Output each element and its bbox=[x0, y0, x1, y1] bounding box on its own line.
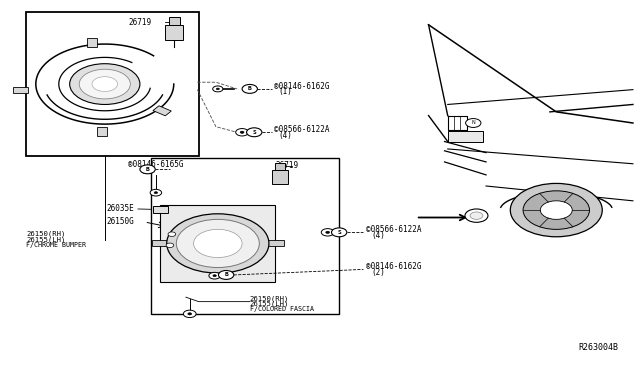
Circle shape bbox=[465, 209, 488, 222]
Circle shape bbox=[326, 231, 330, 234]
Circle shape bbox=[70, 64, 140, 105]
Circle shape bbox=[154, 192, 157, 194]
Text: 26719: 26719 bbox=[129, 18, 152, 27]
Bar bbox=[151, 158, 339, 314]
Circle shape bbox=[240, 131, 244, 134]
Text: (4): (4) bbox=[371, 231, 385, 240]
Text: 26155(LH): 26155(LH) bbox=[26, 236, 66, 243]
Text: B: B bbox=[248, 86, 252, 92]
Bar bbox=[13, 87, 28, 93]
Circle shape bbox=[183, 310, 196, 318]
Circle shape bbox=[523, 191, 589, 230]
Text: B: B bbox=[146, 167, 150, 172]
Bar bbox=[166, 25, 183, 39]
Bar bbox=[272, 170, 288, 184]
Circle shape bbox=[209, 272, 220, 279]
Circle shape bbox=[246, 128, 262, 137]
Text: ®08146-6162G: ®08146-6162G bbox=[274, 82, 330, 91]
Text: 26155(LH): 26155(LH) bbox=[250, 301, 289, 308]
Circle shape bbox=[510, 183, 602, 237]
Text: N: N bbox=[472, 121, 475, 125]
Circle shape bbox=[236, 129, 248, 136]
Text: 26719: 26719 bbox=[275, 161, 298, 170]
Text: (2): (2) bbox=[371, 268, 385, 277]
Text: 26035E: 26035E bbox=[106, 205, 134, 214]
Bar bbox=[97, 127, 108, 136]
Text: ®08146-6162G: ®08146-6162G bbox=[366, 262, 422, 271]
Bar bbox=[152, 240, 172, 246]
Text: 26150(RH): 26150(RH) bbox=[26, 231, 66, 237]
Circle shape bbox=[166, 243, 173, 247]
Circle shape bbox=[242, 84, 257, 93]
Circle shape bbox=[150, 189, 162, 196]
Circle shape bbox=[188, 313, 191, 315]
Text: 26150G: 26150G bbox=[106, 218, 134, 227]
Circle shape bbox=[212, 86, 223, 92]
Bar bbox=[275, 163, 285, 170]
Bar bbox=[153, 206, 168, 213]
Bar bbox=[87, 38, 97, 47]
Text: ®08146-6165G: ®08146-6165G bbox=[129, 160, 184, 169]
Bar bbox=[448, 131, 483, 141]
Circle shape bbox=[321, 229, 334, 236]
Circle shape bbox=[213, 275, 216, 277]
Text: (4): (4) bbox=[278, 131, 292, 140]
Text: 26150(RH): 26150(RH) bbox=[250, 296, 289, 302]
Text: ©08566-6122A: ©08566-6122A bbox=[274, 125, 330, 134]
Text: B: B bbox=[224, 272, 228, 278]
Circle shape bbox=[540, 201, 572, 219]
Circle shape bbox=[79, 69, 131, 99]
Text: F/COLORED FASCIA: F/COLORED FASCIA bbox=[250, 307, 314, 312]
Circle shape bbox=[176, 219, 259, 267]
Text: S: S bbox=[337, 230, 341, 235]
Circle shape bbox=[466, 119, 481, 128]
Circle shape bbox=[168, 232, 175, 236]
Circle shape bbox=[218, 270, 234, 279]
Text: S: S bbox=[252, 130, 256, 135]
Bar bbox=[26, 12, 198, 156]
Circle shape bbox=[470, 212, 483, 219]
Circle shape bbox=[167, 214, 269, 273]
Bar bbox=[161, 205, 275, 282]
Circle shape bbox=[332, 228, 347, 237]
Text: (1): (1) bbox=[278, 87, 292, 96]
Circle shape bbox=[92, 77, 118, 92]
Text: F/CHROME BUMPER: F/CHROME BUMPER bbox=[26, 242, 86, 248]
Bar bbox=[153, 106, 172, 116]
Text: ©08566-6122A: ©08566-6122A bbox=[366, 225, 422, 234]
Bar bbox=[264, 240, 284, 246]
Text: (2): (2) bbox=[140, 166, 154, 174]
Text: R263004B: R263004B bbox=[579, 343, 619, 352]
Circle shape bbox=[140, 165, 156, 174]
Bar bbox=[170, 17, 179, 25]
Circle shape bbox=[216, 88, 220, 90]
Circle shape bbox=[193, 230, 242, 257]
